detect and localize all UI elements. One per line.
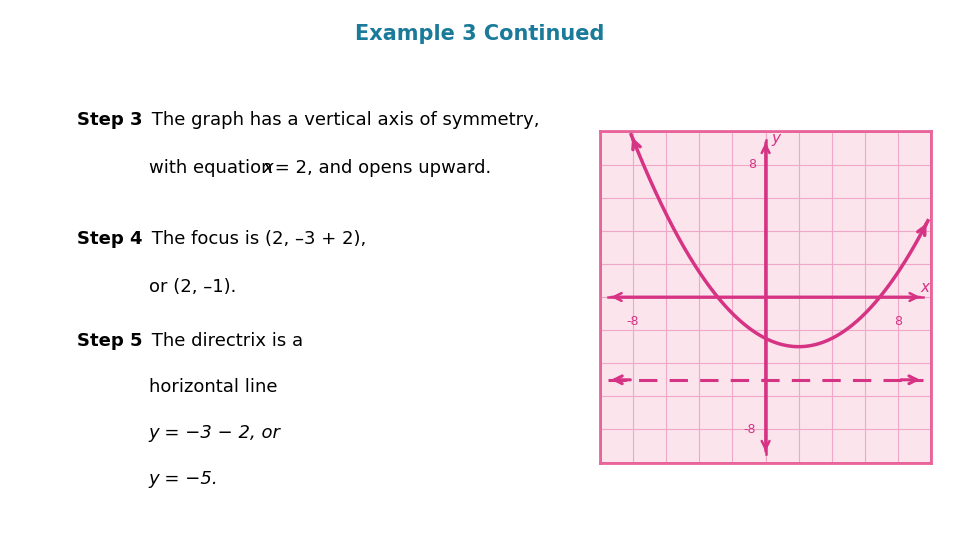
Text: The directrix is a: The directrix is a: [146, 332, 303, 350]
Text: y: y: [771, 131, 780, 145]
Text: horizontal line: horizontal line: [149, 378, 277, 396]
Text: -8: -8: [743, 423, 756, 436]
Text: y = −3 − 2, or: y = −3 − 2, or: [149, 424, 280, 442]
Text: Step 5: Step 5: [77, 332, 142, 350]
Text: = 2, and opens upward.: = 2, and opens upward.: [269, 159, 492, 177]
FancyBboxPatch shape: [600, 131, 931, 463]
Text: Step 4: Step 4: [77, 230, 142, 247]
Text: -8: -8: [627, 315, 639, 328]
Text: The graph has a vertical axis of symmetry,: The graph has a vertical axis of symmetr…: [146, 111, 540, 129]
Text: x: x: [262, 159, 273, 177]
Text: The focus is (2, –3 + 2),: The focus is (2, –3 + 2),: [146, 230, 366, 247]
Text: with equation: with equation: [149, 159, 278, 177]
Text: 8: 8: [894, 315, 902, 328]
Text: x: x: [920, 280, 929, 294]
Text: 8: 8: [748, 158, 756, 171]
Text: Example 3 Continued: Example 3 Continued: [355, 24, 605, 44]
Text: y = −5.: y = −5.: [149, 470, 219, 488]
Text: Step 3: Step 3: [77, 111, 142, 129]
Text: or (2, –1).: or (2, –1).: [149, 278, 236, 296]
